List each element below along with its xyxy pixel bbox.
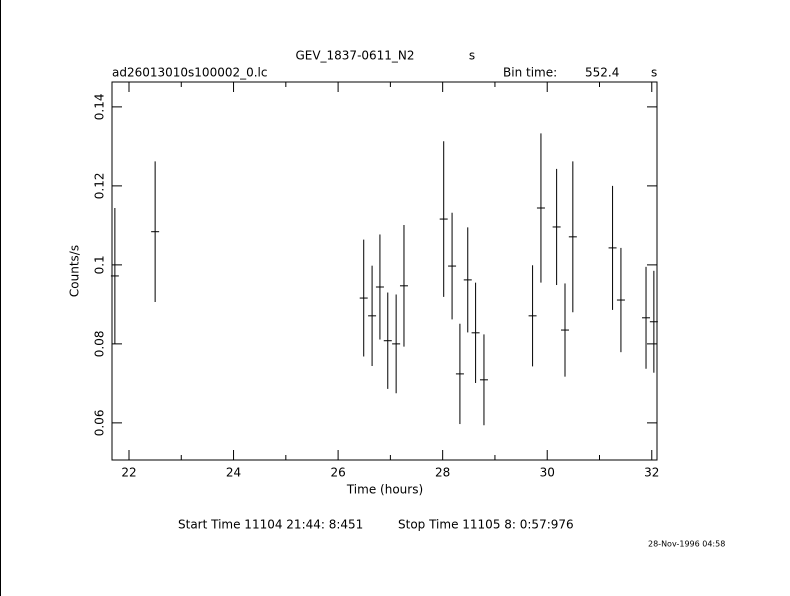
start-time: Start Time 11104 21:44: 8:451 <box>178 518 363 532</box>
x-tick-label: 30 <box>540 466 555 480</box>
subtitle: ad26013010s100002_0.lc <box>112 66 268 80</box>
y-tick-label: 0.1 <box>93 255 107 274</box>
x-axis-label: Time (hours) <box>346 483 423 497</box>
bin-label: Bin time: <box>503 66 557 80</box>
x-tick-label: 24 <box>226 466 241 480</box>
date-stamp: 28-Nov-1996 04:58 <box>648 540 725 549</box>
x-tick-label: 26 <box>330 466 345 480</box>
x-tick-label: 28 <box>435 466 450 480</box>
bin-time: 552.4 <box>585 66 619 80</box>
x-tick-label: 22 <box>121 466 136 480</box>
y-tick-label: 0.06 <box>93 410 107 437</box>
x-tick-label: 32 <box>644 466 659 480</box>
y-tick-label: 0.14 <box>93 94 107 121</box>
title-unit: s <box>469 49 475 63</box>
plot-frame <box>111 81 658 461</box>
y-tick-label: 0.12 <box>93 173 107 200</box>
stop-time: Stop Time 11105 8: 0:57:976 <box>398 518 574 532</box>
bin-unit: s <box>651 66 657 80</box>
y-axis-label: Counts/s <box>68 245 82 297</box>
y-tick-label: 0.08 <box>93 331 107 358</box>
chart-title: GEV_1837-0611_N2 <box>295 49 414 63</box>
